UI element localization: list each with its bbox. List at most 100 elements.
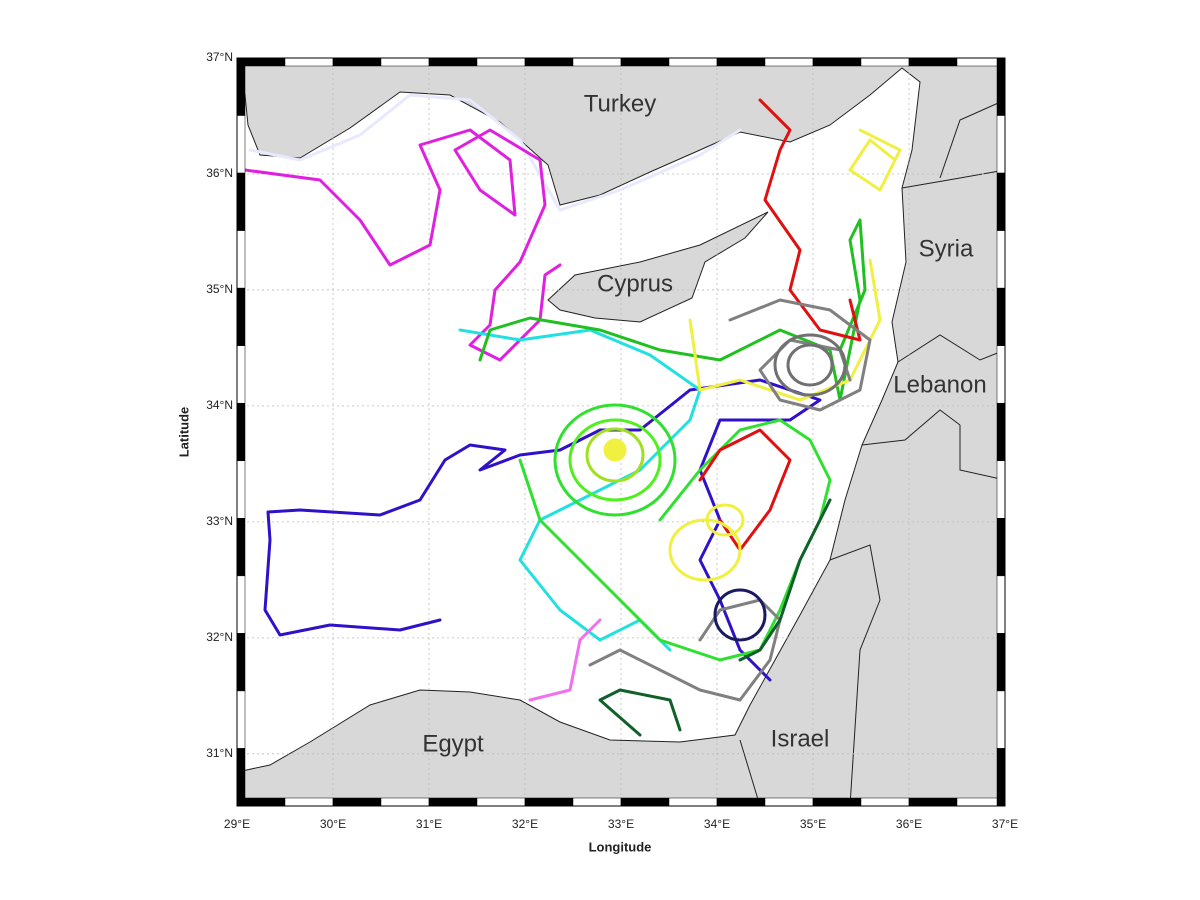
map-border — [236, 57, 1006, 807]
frame-bar — [236, 402, 246, 462]
frame-bar — [764, 797, 814, 807]
trajectory — [688, 258, 882, 402]
trajectory — [528, 618, 602, 702]
country-label: Syria — [919, 235, 974, 262]
frame-bar — [996, 633, 1006, 692]
trajectory — [728, 298, 872, 412]
trajectory — [758, 98, 862, 342]
frame-bar — [332, 797, 382, 807]
border — [939, 99, 1006, 179]
trajectory — [243, 128, 562, 362]
frame-bar — [236, 172, 246, 231]
border — [897, 334, 1006, 363]
x-tick-label: 37°E — [992, 817, 1018, 831]
frame-bar — [764, 57, 814, 67]
frame-bar — [996, 575, 1006, 634]
country-label: Israel — [771, 725, 830, 752]
frame-bar — [332, 57, 382, 67]
trajectory — [588, 598, 782, 702]
frame-bar — [236, 460, 246, 519]
frame-bar — [572, 797, 622, 807]
x-tick-label: 32°E — [512, 817, 538, 831]
frame-bar — [476, 797, 526, 807]
frame-bar — [236, 575, 246, 634]
borders — [739, 99, 1006, 807]
y-tick-label: 37°N — [206, 50, 233, 64]
x-tick-label: 30°E — [320, 817, 346, 831]
x-axis-label: Longitude — [589, 839, 652, 854]
country-labels: Turkey Cyprus Syria Lebanon Egypt Israel — [422, 90, 986, 757]
frame-bar — [812, 797, 862, 807]
y-tick-label: 35°N — [206, 282, 233, 296]
frame — [236, 57, 1006, 807]
y-tick-label: 34°N — [206, 398, 233, 412]
frame-bar — [524, 797, 574, 807]
frame-bar — [668, 57, 718, 67]
eddy — [553, 403, 677, 517]
frame-bar — [908, 57, 958, 67]
frame-bar — [620, 57, 670, 67]
country-label: Egypt — [422, 730, 484, 757]
frame-bar — [236, 690, 246, 749]
frame-bar — [428, 57, 478, 67]
eddy — [705, 503, 745, 537]
trajectory — [518, 418, 832, 662]
frame-bar — [908, 797, 958, 807]
frame-bar — [996, 287, 1006, 346]
frame-bar — [996, 690, 1006, 749]
eddy — [773, 333, 847, 397]
frame-bar — [812, 57, 862, 67]
trajectory — [598, 688, 682, 737]
frame-bar — [996, 345, 1006, 404]
country-label: Lebanon — [893, 371, 986, 398]
y-tick-label: 36°N — [206, 166, 233, 180]
eddy — [585, 427, 645, 483]
frame-bar — [996, 518, 1006, 577]
frame-bar — [236, 633, 246, 692]
frame-bar — [236, 287, 246, 346]
x-tick-label: 33°E — [608, 817, 634, 831]
border — [959, 425, 1006, 481]
frame-bar — [860, 797, 910, 807]
frame-bar — [380, 57, 430, 67]
trajectory — [848, 128, 902, 192]
x-tick-label: 35°E — [800, 817, 826, 831]
x-tick-label: 36°E — [896, 817, 922, 831]
x-tick-label: 31°E — [416, 817, 442, 831]
eddy — [713, 588, 767, 642]
eddy — [568, 418, 662, 502]
frame-bar — [476, 57, 526, 67]
eddy — [786, 343, 834, 387]
frame-bar — [236, 345, 246, 404]
frame-bar — [716, 57, 766, 67]
frame-bar — [236, 518, 246, 577]
frame-bar — [236, 115, 246, 174]
frame-bar — [380, 797, 430, 807]
frame-bar — [284, 57, 334, 67]
frame-bar — [996, 402, 1006, 462]
cyprus — [547, 211, 769, 323]
border — [829, 544, 881, 807]
frame-bar — [996, 230, 1006, 289]
trajectory — [263, 378, 822, 682]
frame-bar — [620, 797, 670, 807]
frame-bar — [996, 172, 1006, 231]
frame-bar — [716, 797, 766, 807]
frame-bar — [236, 748, 246, 807]
frame-bar — [668, 797, 718, 807]
y-tick-label: 33°N — [206, 514, 233, 528]
frame-bar — [996, 748, 1006, 807]
trajectory — [248, 93, 742, 212]
eddy — [603, 438, 627, 462]
country-label: Turkey — [584, 90, 656, 117]
frame-bar — [428, 797, 478, 807]
y-tick-label: 31°N — [206, 746, 233, 760]
frame-bar — [996, 115, 1006, 174]
trajectory — [478, 218, 867, 402]
frame-bar — [236, 230, 246, 289]
frame-bar — [284, 797, 334, 807]
frame-bar — [572, 57, 622, 67]
y-axis-label: Latitude — [176, 407, 191, 458]
trajectory — [738, 498, 832, 662]
